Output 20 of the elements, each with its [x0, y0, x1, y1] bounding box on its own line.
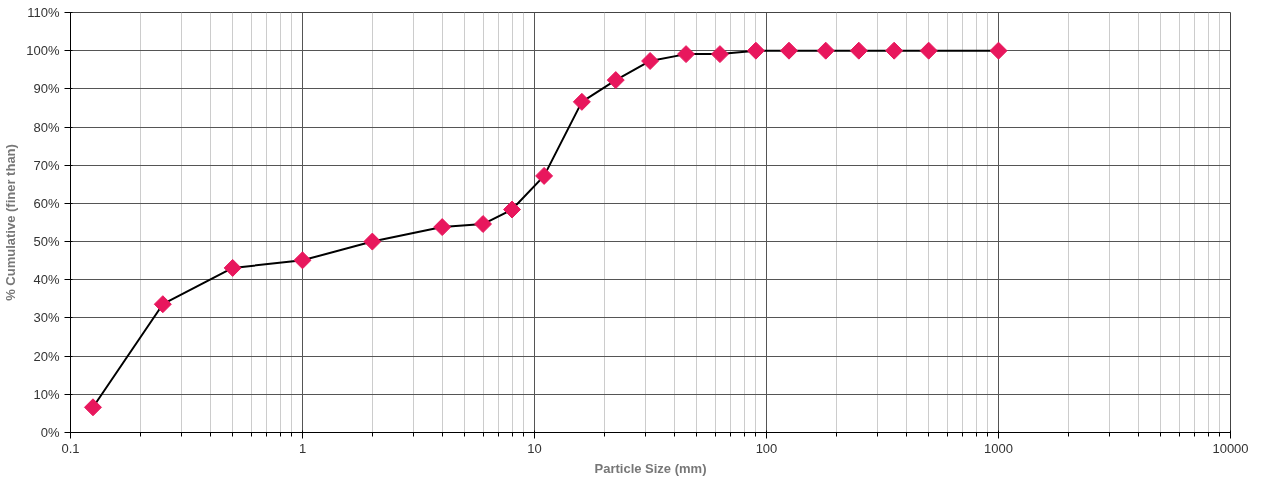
y-tick-label: 80%: [33, 119, 60, 135]
y-tick-label: 60%: [33, 195, 60, 211]
y-tick-label: 40%: [33, 272, 60, 288]
y-tick-label: 90%: [33, 81, 60, 97]
x-axis-title: Particle Size (mm): [594, 460, 707, 476]
y-tick-label: 0%: [40, 425, 60, 440]
x-tick-label: 1000: [984, 440, 1013, 456]
y-tick-label: 10%: [33, 386, 60, 402]
y-tick-label: 30%: [33, 310, 60, 326]
y-tick-label: 70%: [33, 157, 60, 173]
x-tick-label: 1: [298, 440, 307, 456]
x-tick-label: 10: [527, 440, 542, 456]
y-tick-label: 20%: [33, 348, 60, 364]
y-tick-label: 110%: [27, 5, 60, 20]
y-tick-label: 100%: [26, 43, 60, 59]
x-tick-label: 0.1: [61, 440, 80, 456]
x-tick-label: 100: [755, 440, 778, 456]
x-tick-label: 10000: [1212, 440, 1249, 456]
y-axis-title: % Cumulative (finer than): [3, 144, 19, 301]
y-tick-label: 50%: [33, 234, 60, 250]
